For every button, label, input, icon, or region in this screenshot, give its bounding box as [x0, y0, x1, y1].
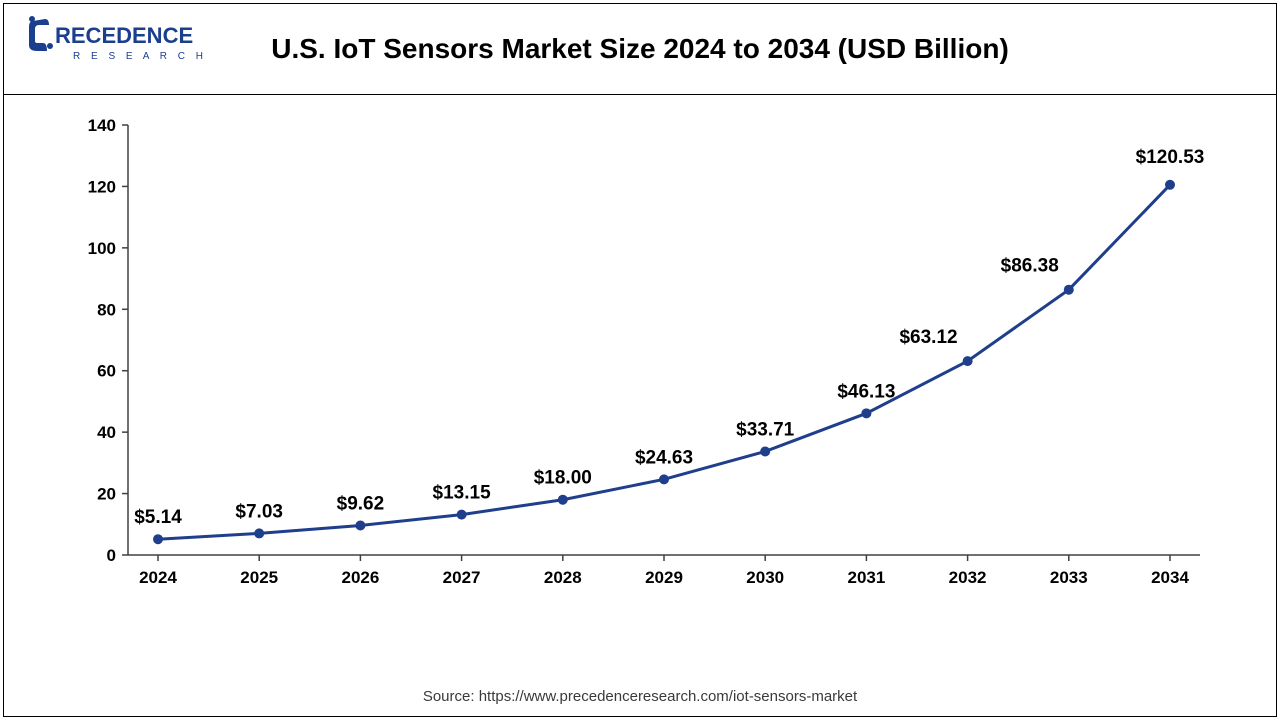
source-text: Source: https://www.precedenceresearch.c… — [0, 688, 1280, 705]
svg-text:$5.14: $5.14 — [134, 507, 182, 528]
svg-text:2031: 2031 — [847, 568, 885, 587]
logo-text-main: RECEDENCE — [55, 23, 193, 48]
svg-text:2024: 2024 — [139, 568, 177, 587]
svg-text:2034: 2034 — [1151, 568, 1189, 587]
header: RECEDENCE R E S E A R C H U.S. IoT Senso… — [3, 3, 1277, 95]
svg-text:$13.15: $13.15 — [433, 483, 492, 504]
chart-area: 0 20 40 60 80 100 120 140 2024 2025 2026 2027 2028 20… — [70, 115, 1220, 645]
svg-text:2026: 2026 — [341, 568, 379, 587]
svg-text:2032: 2032 — [949, 568, 987, 587]
svg-text:120: 120 — [88, 177, 116, 196]
svg-text:140: 140 — [88, 116, 116, 135]
svg-text:$24.63: $24.63 — [635, 447, 693, 468]
svg-text:2029: 2029 — [645, 568, 683, 587]
svg-text:$7.03: $7.03 — [235, 501, 283, 522]
svg-text:$18.00: $18.00 — [534, 468, 592, 489]
svg-text:$86.38: $86.38 — [1001, 256, 1059, 277]
svg-text:2033: 2033 — [1050, 568, 1088, 587]
svg-text:0: 0 — [107, 546, 116, 565]
svg-text:40: 40 — [97, 423, 116, 442]
svg-text:60: 60 — [97, 362, 116, 381]
svg-text:$120.53: $120.53 — [1136, 147, 1205, 168]
svg-text:100: 100 — [88, 239, 116, 258]
svg-text:2025: 2025 — [240, 568, 278, 587]
svg-text:2028: 2028 — [544, 568, 582, 587]
svg-text:2027: 2027 — [443, 568, 481, 587]
svg-text:$63.12: $63.12 — [899, 327, 957, 348]
logo-text-sub: R E S E A R C H — [73, 51, 203, 62]
svg-text:$46.13: $46.13 — [837, 381, 895, 402]
brand-logo: RECEDENCE R E S E A R C H — [23, 13, 203, 71]
svg-text:20: 20 — [97, 485, 116, 504]
svg-text:2030: 2030 — [746, 568, 784, 587]
svg-text:80: 80 — [97, 300, 116, 319]
svg-text:$33.71: $33.71 — [736, 419, 795, 440]
svg-text:$9.62: $9.62 — [337, 493, 385, 514]
line-chart: 0 20 40 60 80 100 120 140 2024 2025 2026 2027 2028 20… — [70, 115, 1220, 645]
